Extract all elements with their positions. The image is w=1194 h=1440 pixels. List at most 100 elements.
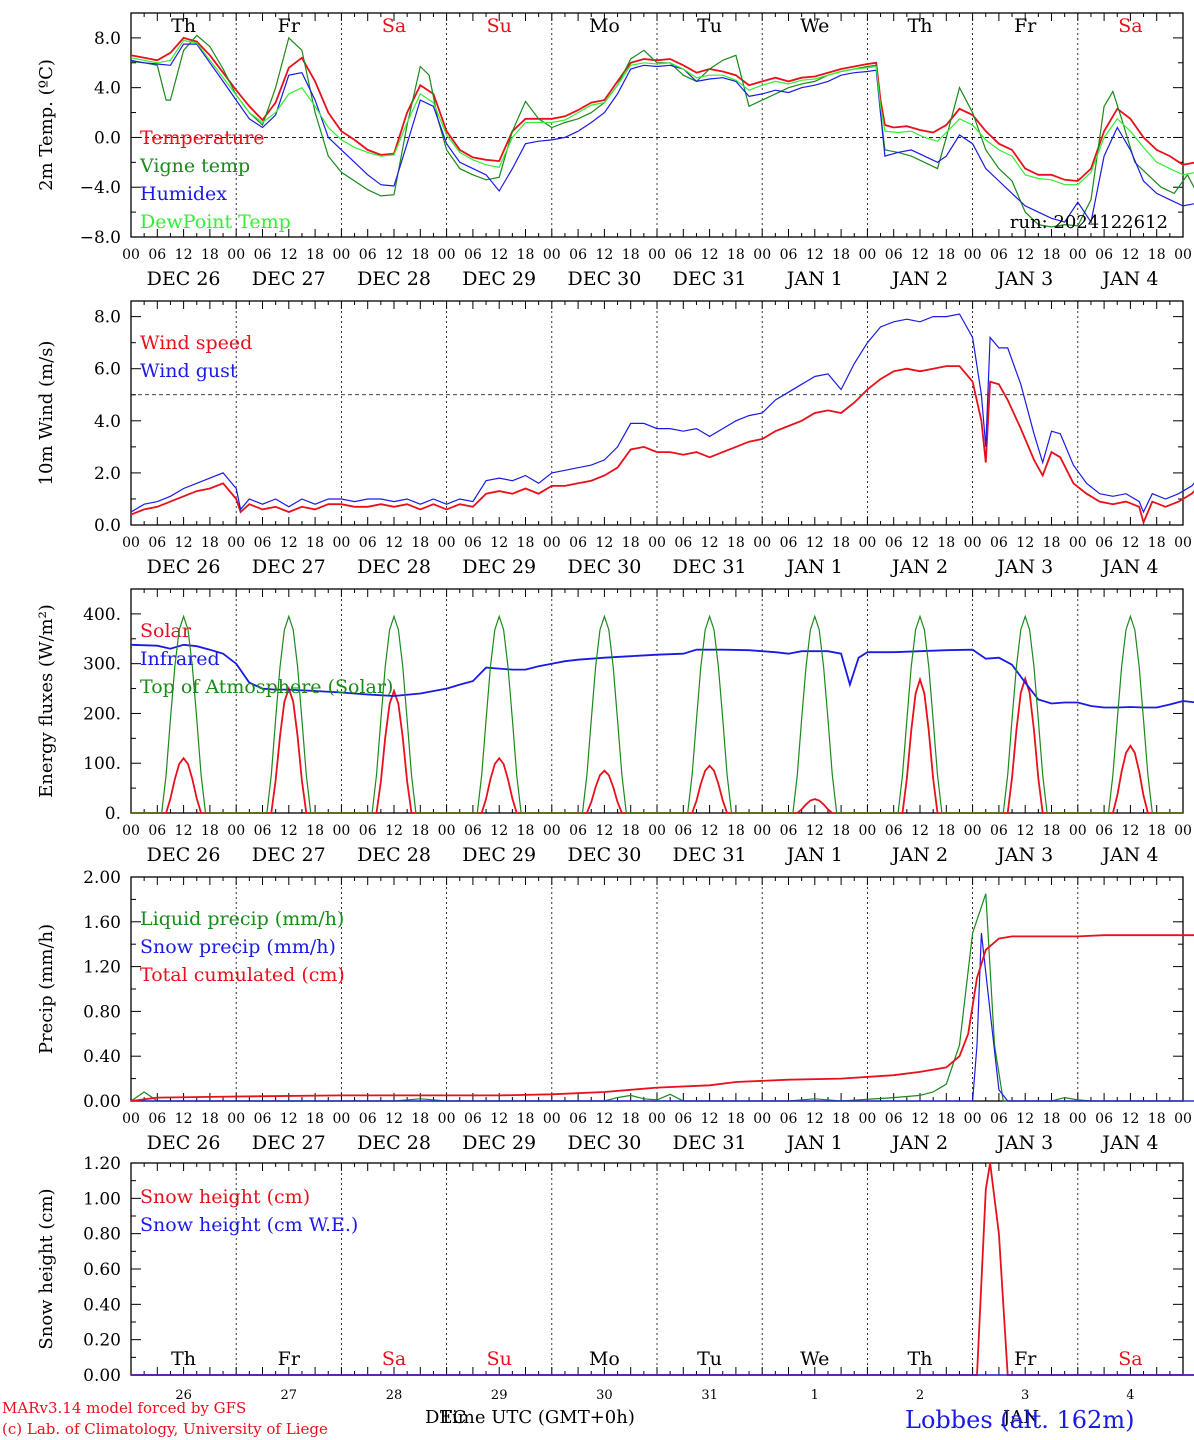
legend-entry: Vigne temp <box>139 155 250 177</box>
y-tick-label: 4.0 <box>94 412 121 432</box>
x-hour-label: 06 <box>780 535 798 551</box>
x-hour-label: 00 <box>648 247 666 263</box>
x-hour-label: 00 <box>753 823 771 839</box>
x-date-label: JAN 4 <box>1100 844 1158 866</box>
legend-entry: Infrared <box>140 648 220 670</box>
legend-entry: Solar <box>140 620 192 642</box>
day-number-label: 1 <box>811 1388 819 1403</box>
legend-entry: Wind speed <box>140 332 252 354</box>
x-hour-label: 18 <box>411 247 429 263</box>
x-hour-label: 12 <box>175 535 193 551</box>
x-hour-label: 18 <box>201 1111 219 1127</box>
day-number-label: 29 <box>491 1388 508 1403</box>
x-hour-label: 18 <box>622 535 640 551</box>
x-hour-label: 00 <box>438 1111 456 1127</box>
day-number-label: 3 <box>1021 1388 1029 1403</box>
y-axis-label: Energy fluxes (W/m²) <box>36 604 57 798</box>
legend-entry: Snow precip (mm/h) <box>140 936 336 958</box>
x-hour-label: 06 <box>674 247 692 263</box>
x-hour-label: 00 <box>648 535 666 551</box>
panels: −8.0 −4.0 0.0 4.0 8.0 2m Temp. (ºC) Temperatur… <box>36 12 1194 1403</box>
weekday-label: Su <box>487 15 512 37</box>
x-hour-label: 00 <box>1069 247 1087 263</box>
y-axis-label: 10m Wind (m/s) <box>36 341 57 486</box>
y-tick-label: 8.0 <box>94 29 121 49</box>
x-date-label: DEC 26 <box>147 268 221 290</box>
series-line-top-of-atmosphere-solar- <box>131 614 1183 814</box>
x-hour-label: 00 <box>964 247 982 263</box>
x-hour-label: 18 <box>727 247 745 263</box>
x-hour-label: 00 <box>858 1111 876 1127</box>
day-number-label: 28 <box>386 1388 403 1403</box>
x-date-label: DEC 31 <box>673 556 747 578</box>
x-hour-label: 18 <box>727 823 745 839</box>
x-hour-label: 06 <box>254 1111 272 1127</box>
x-hour-label: 00 <box>332 247 350 263</box>
x-date-label: JAN 4 <box>1100 556 1158 578</box>
x-hour-label: 00 <box>332 535 350 551</box>
x-hour-label: 00 <box>438 535 456 551</box>
x-hour-label: 18 <box>411 535 429 551</box>
x-hour-label: 06 <box>885 1111 903 1127</box>
x-hour-label: 12 <box>595 247 613 263</box>
x-hour-label: 18 <box>937 247 955 263</box>
x-hour-label: 06 <box>674 1111 692 1127</box>
y-tick-label: 0.0 <box>94 516 121 536</box>
legend-entry: Snow height (cm W.E.) <box>140 1214 358 1236</box>
x-hour-label: 18 <box>1148 535 1166 551</box>
y-tick-label: 0. <box>105 804 121 824</box>
legend-entry: Humidex <box>140 183 227 205</box>
x-date-label: JAN 2 <box>890 556 948 578</box>
x-hour-label: 06 <box>780 1111 798 1127</box>
y-tick-label: 1.60 <box>83 913 121 933</box>
x-hour-label: 12 <box>911 535 929 551</box>
x-date-label: JAN 1 <box>785 844 843 866</box>
x-hour-label: 12 <box>280 535 298 551</box>
x-hour-label: 06 <box>990 1111 1008 1127</box>
x-hour-label: 00 <box>227 823 245 839</box>
x-hour-label: 18 <box>1043 247 1061 263</box>
x-hour-label: 06 <box>148 823 166 839</box>
x-hour-label: 00 <box>122 1111 140 1127</box>
x-hour-label: 06 <box>990 823 1008 839</box>
weekday-label: We <box>800 1348 829 1370</box>
x-date-label: JAN 3 <box>995 1132 1053 1154</box>
x-hour-label: 00 <box>648 1111 666 1127</box>
x-date-label: DEC 30 <box>567 556 641 578</box>
x-hour-label: 06 <box>569 247 587 263</box>
x-hour-label: 12 <box>806 247 824 263</box>
x-hour-label: 12 <box>1121 1111 1139 1127</box>
series-line-temperature <box>130 36 1194 182</box>
x-hour-label: 06 <box>990 247 1008 263</box>
x-date-label: DEC 27 <box>252 1132 326 1154</box>
x-date-label: DEC 30 <box>567 1132 641 1154</box>
y-tick-label: 100. <box>83 754 121 774</box>
x-hour-label: 00 <box>858 823 876 839</box>
x-hour-label: 00 <box>543 535 561 551</box>
x-hour-label: 00 <box>964 535 982 551</box>
x-hour-label: 06 <box>148 535 166 551</box>
x-hour-label: 00 <box>1174 823 1192 839</box>
x-hour-label: 18 <box>306 247 324 263</box>
x-hour-label: 18 <box>937 1111 955 1127</box>
x-hour-label: 06 <box>990 535 1008 551</box>
x-hour-label: 12 <box>490 823 508 839</box>
footer-model-line: MARv3.14 model forced by GFS <box>2 1399 246 1417</box>
x-date-label: JAN 2 <box>890 844 948 866</box>
x-hour-label: 00 <box>332 823 350 839</box>
x-date-label: DEC 30 <box>567 844 641 866</box>
x-hour-label: 18 <box>517 1111 535 1127</box>
weekday-label: Th <box>908 15 933 37</box>
x-hour-label: 12 <box>280 247 298 263</box>
x-hour-label: 12 <box>385 1111 403 1127</box>
weekday-label: Fr <box>1014 1348 1037 1370</box>
footer-lab-line: (c) Lab. of Climatology, University of L… <box>2 1420 328 1438</box>
x-hour-label: 18 <box>306 1111 324 1127</box>
x-hour-label: 12 <box>595 1111 613 1127</box>
legend-entry: Liquid precip (mm/h) <box>140 908 344 930</box>
x-hour-label: 12 <box>806 823 824 839</box>
y-tick-label: 0.0 <box>94 128 121 148</box>
x-date-label: DEC 29 <box>462 268 536 290</box>
y-tick-label: 2.00 <box>83 868 121 888</box>
x-hour-label: 00 <box>438 247 456 263</box>
